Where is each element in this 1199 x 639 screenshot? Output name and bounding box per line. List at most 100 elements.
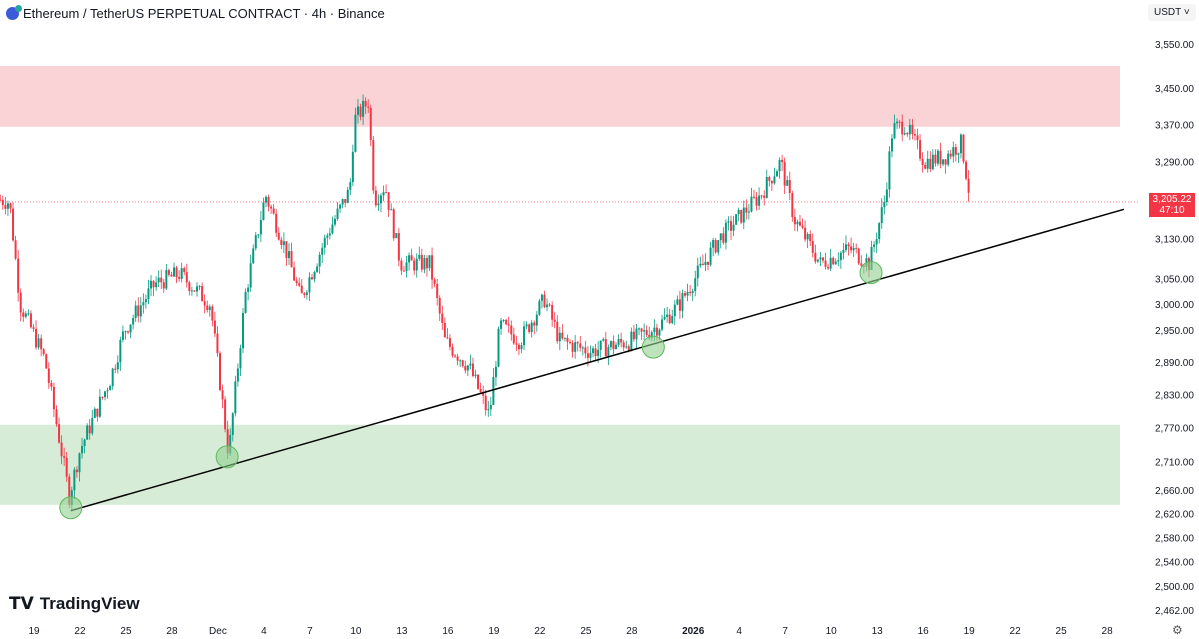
candle-body xyxy=(362,100,365,117)
candle-body xyxy=(883,202,886,208)
candle-body xyxy=(29,313,32,328)
candle xyxy=(249,254,252,292)
candle xyxy=(949,149,952,160)
candle-body xyxy=(423,258,426,270)
candle-body xyxy=(252,248,255,264)
settings-icon[interactable]: ⚙ xyxy=(1172,623,1183,637)
candle xyxy=(852,242,855,257)
candle-body xyxy=(364,100,367,107)
candle xyxy=(282,232,285,254)
candle xyxy=(553,312,556,329)
candle xyxy=(492,368,495,406)
candle xyxy=(965,160,968,181)
candle-body xyxy=(561,332,564,339)
candle xyxy=(740,209,743,225)
candle xyxy=(528,323,531,334)
candle xyxy=(722,227,725,245)
candle-body xyxy=(640,328,643,332)
candle xyxy=(88,419,91,440)
candle xyxy=(75,466,78,478)
candle-body xyxy=(356,106,359,115)
candle xyxy=(356,99,359,124)
candle-body xyxy=(313,272,316,280)
candle-body xyxy=(740,209,743,223)
candle xyxy=(786,175,789,186)
candle xyxy=(487,400,490,417)
candle-body xyxy=(101,396,104,398)
candle xyxy=(962,134,965,164)
candle xyxy=(379,193,382,213)
candle-body xyxy=(530,322,533,332)
candle-body xyxy=(630,331,633,350)
candle xyxy=(208,304,211,317)
candle-body xyxy=(821,257,824,261)
candle xyxy=(333,214,336,227)
candle xyxy=(931,149,934,171)
candle xyxy=(241,308,244,354)
candle xyxy=(750,187,753,213)
candle-body xyxy=(175,267,178,277)
candle-body xyxy=(788,180,791,194)
candle-body xyxy=(249,263,252,288)
candle-body xyxy=(844,244,847,251)
candle-body xyxy=(420,254,423,270)
candle xyxy=(29,310,32,329)
candle xyxy=(936,148,939,167)
candle-body xyxy=(285,241,288,259)
candle-body xyxy=(676,299,679,305)
x-tick-label: 19 xyxy=(488,626,500,637)
candle-body xyxy=(661,319,664,330)
candle xyxy=(482,385,485,404)
candle xyxy=(696,257,699,287)
candle xyxy=(129,324,132,339)
candle-body xyxy=(543,294,546,308)
candle xyxy=(607,344,610,366)
candle xyxy=(645,325,648,337)
candle-body xyxy=(745,207,748,213)
candle-body xyxy=(584,347,587,354)
currency-selector[interactable]: USDT ˅ xyxy=(1148,4,1196,21)
candle-body xyxy=(55,409,58,425)
candle xyxy=(814,244,817,264)
candle-body xyxy=(896,121,899,124)
candle-body xyxy=(287,251,290,259)
candle-body xyxy=(162,282,165,289)
candle xyxy=(684,290,687,298)
candle-body xyxy=(717,240,720,253)
candle xyxy=(811,233,814,258)
tradingview-logo[interactable]: 𝗧𝗩 TradingView xyxy=(9,594,140,614)
candle xyxy=(372,135,375,195)
y-tick-label: 2,660.00 xyxy=(1155,486,1194,497)
candle-body xyxy=(666,314,669,317)
candle xyxy=(827,263,830,270)
x-tick-label: 4 xyxy=(736,626,742,637)
candle xyxy=(116,355,119,374)
candle xyxy=(691,288,694,302)
candle-body xyxy=(12,208,15,241)
candle-body xyxy=(188,282,191,291)
candle xyxy=(699,256,702,268)
candle-body xyxy=(323,237,326,248)
trendline-touch-circle xyxy=(215,445,239,469)
candle-body xyxy=(712,240,715,248)
candle xyxy=(423,254,426,274)
candle-body xyxy=(878,223,881,240)
candle-body xyxy=(523,326,526,346)
candle xyxy=(73,467,76,500)
candle-body xyxy=(19,292,22,313)
x-tick-label: 16 xyxy=(442,626,454,637)
candle-body xyxy=(239,348,242,369)
y-tick-label: 3,130.00 xyxy=(1155,235,1194,246)
y-tick-label: 2,620.00 xyxy=(1155,510,1194,521)
symbol-title[interactable]: Ethereum / TetherUS PERPETUAL CONTRACT ·… xyxy=(23,6,385,21)
candle xyxy=(704,253,707,272)
candle xyxy=(298,277,301,287)
candle xyxy=(397,227,400,267)
candle-body xyxy=(962,134,965,162)
candle xyxy=(142,293,145,314)
candle xyxy=(441,305,444,330)
candle-body xyxy=(280,239,283,246)
candle-body xyxy=(392,209,395,239)
candle-body xyxy=(155,282,158,288)
